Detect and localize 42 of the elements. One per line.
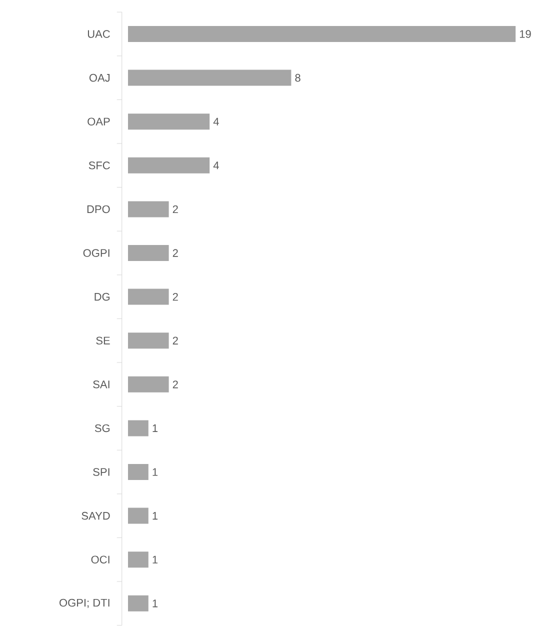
y-tick-label: UAC [88,30,110,38]
y-tick-label: SAYD [82,512,110,520]
bar [128,114,210,130]
bar [128,595,148,612]
y-tick-label: SFC [88,162,110,170]
y-tick-label: OGPI [83,249,110,257]
y-tick-label: DPO [87,205,110,214]
data-label: 1 [152,556,158,564]
y-tick-label: SE [96,336,110,344]
bar [128,332,169,349]
bar [128,288,169,305]
bar [128,376,169,392]
data-label: 19 [520,30,531,38]
y-tick-label: SPI [93,468,110,476]
bar [128,201,169,218]
bar [128,508,148,524]
bar [128,157,210,174]
data-label: 4 [213,162,219,170]
y-tick-label: OAJ [89,74,110,82]
bar [128,552,148,568]
data-label: 2 [172,205,178,214]
y-tick-label: OGPI; DTI [60,598,110,608]
y-tick-label: OCI [91,556,110,564]
data-label: 2 [172,292,178,301]
bar [128,464,148,480]
data-label: 2 [172,249,178,257]
data-label: 1 [152,468,158,476]
bar [128,245,169,261]
data-label: 1 [152,600,158,608]
y-tick-label: OAP [88,118,110,126]
data-label: 1 [152,424,158,432]
bar [128,420,148,436]
data-label: 8 [295,74,300,82]
y-tick-label: SAI [93,380,110,388]
bar [128,26,516,42]
data-label: 1 [152,512,158,520]
data-label: 2 [172,380,178,388]
bar [128,70,292,86]
y-tick-label: DG [94,292,110,301]
data-label: 2 [172,336,178,344]
data-label: 4 [213,118,219,126]
y-tick-label: SG [94,424,110,432]
